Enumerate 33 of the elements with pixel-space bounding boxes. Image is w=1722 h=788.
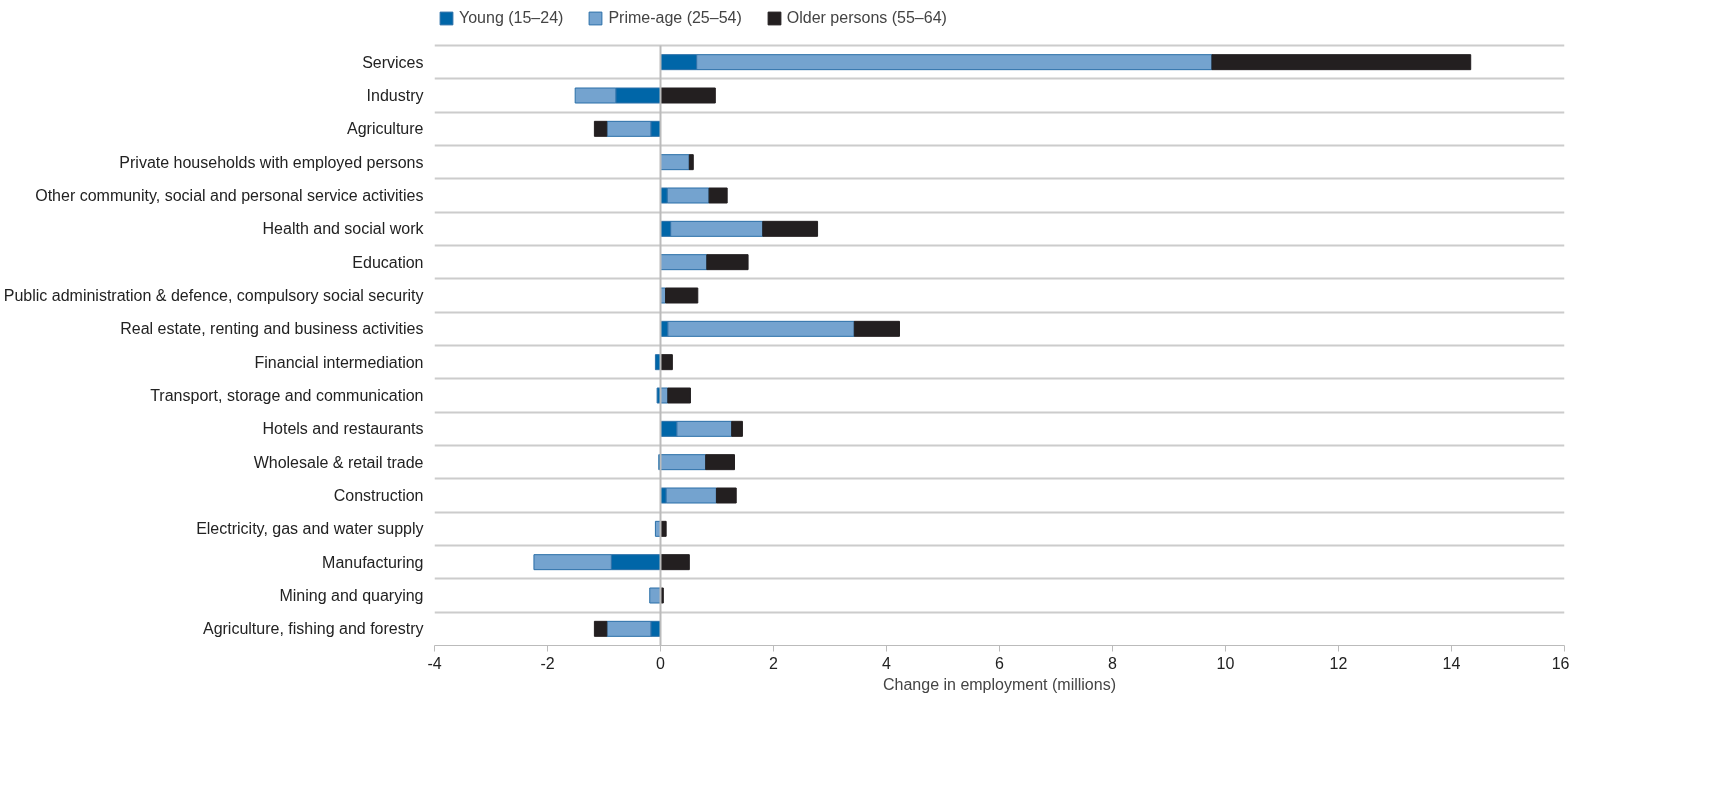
x-tick-label: 16 xyxy=(1551,654,1570,672)
y-tick-label: Services xyxy=(362,53,424,71)
y-tick-label: Transport, storage and communication xyxy=(150,387,424,404)
x-tick-label: -4 xyxy=(427,654,442,672)
y-tick-label: Electricity, gas and water supply xyxy=(196,520,424,538)
x-axis-title: Change in employment (millions) xyxy=(883,675,1116,693)
y-tick-label: Wholesale & retail trade xyxy=(253,453,424,471)
x-tick-label: 12 xyxy=(1329,654,1348,672)
legend-label: Older persons (55–64) xyxy=(786,9,947,27)
x-tick-label: 4 xyxy=(882,654,892,672)
y-tick-label: Agriculture, fishing and forestry xyxy=(202,620,424,638)
legend-label: Prime-age (25–54) xyxy=(608,9,742,27)
y-tick-label: Hotels and restaurants xyxy=(262,420,424,438)
legend-label: Young (15–24) xyxy=(459,9,564,27)
x-tick-label: 0 xyxy=(656,654,666,672)
y-tick-label: Private households with employed persons xyxy=(119,153,424,171)
x-tick-label: -2 xyxy=(540,654,555,672)
y-tick-label: Financial intermediation xyxy=(254,353,424,371)
y-tick-label: Agriculture xyxy=(347,120,424,138)
y-tick-label: Public administration & defence, compulsory social security xyxy=(3,287,424,304)
y-tick-label: Industry xyxy=(366,87,424,104)
x-tick-label: 6 xyxy=(995,654,1005,672)
y-tick-label: Health and social work xyxy=(262,220,425,238)
x-tick-label: 2 xyxy=(769,654,779,672)
x-tick-label: 10 xyxy=(1216,654,1235,672)
y-tick-label: Construction xyxy=(333,487,424,504)
x-tick-label: 14 xyxy=(1442,654,1461,672)
y-tick-label: Real estate, renting and business activities xyxy=(120,320,424,338)
y-tick-label: Manufacturing xyxy=(322,553,424,571)
y-tick-label: Mining and quarying xyxy=(279,587,424,604)
y-tick-label: Other community, social and personal service activities xyxy=(35,187,424,204)
x-tick-label: 8 xyxy=(1108,654,1118,672)
y-tick-label: Education xyxy=(352,253,424,271)
